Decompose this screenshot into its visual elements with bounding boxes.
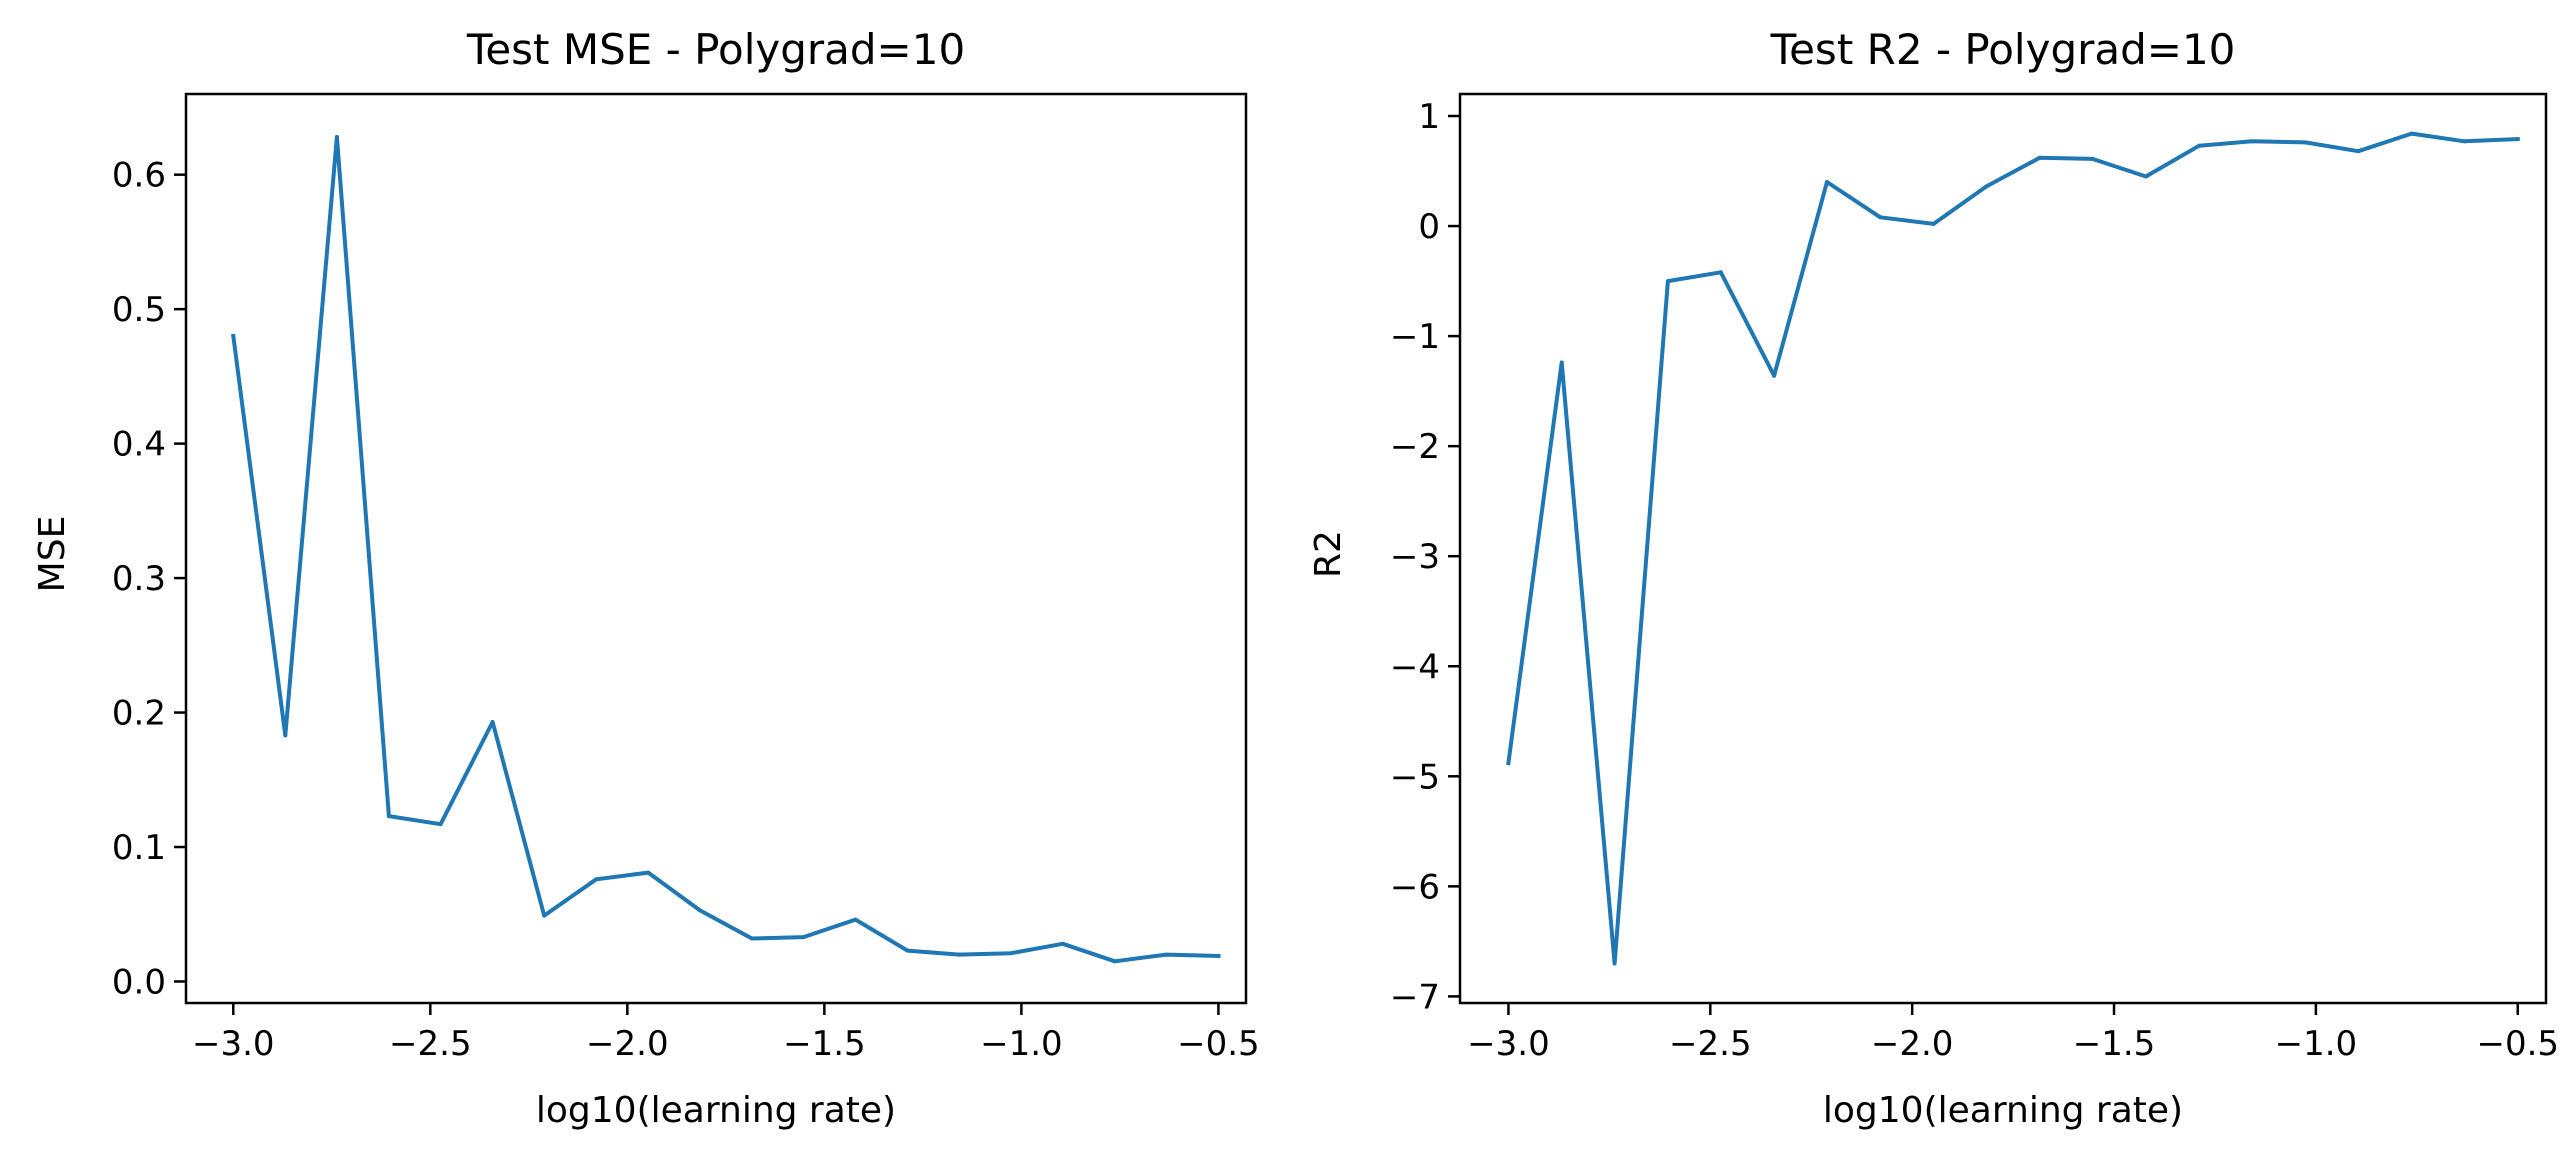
r2-data-point: [1878, 215, 1883, 220]
mse-data-point: [697, 908, 702, 913]
mse-x-tick-label: −2.5: [389, 1024, 472, 1064]
mse-data-point: [957, 952, 962, 957]
mse-data-point: [231, 334, 236, 339]
mse-x-tick-label: −1.5: [783, 1024, 866, 1064]
r2-y-tick-label: −5: [1390, 757, 1440, 797]
mse-data-point: [801, 935, 806, 940]
r2-data-point: [1718, 270, 1723, 275]
r2-data-point: [2515, 137, 2520, 142]
r2-x-tick-label: −2.5: [1669, 1024, 1752, 1064]
r2-data-point: [2037, 155, 2042, 160]
r2-data-point: [1824, 180, 1829, 185]
r2-x-tick-label: −0.5: [2476, 1024, 2559, 1064]
r2-data-point: [2250, 139, 2255, 144]
r2-y-tick-label: −1: [1390, 317, 1440, 357]
r2-data-point: [2197, 143, 2202, 148]
mse-y-tick-label: 0.6: [112, 156, 166, 196]
r2-data-point: [1612, 961, 1617, 966]
mse-data-point: [542, 913, 547, 918]
r2-chart: Test R2 - Polygrad=10 log10(learning rat…: [1308, 25, 2559, 1131]
r2-y-tick-label: −2: [1390, 427, 1440, 467]
r2-data-point: [2090, 156, 2095, 161]
r2-data-point: [1665, 279, 1670, 284]
mse-data-point: [386, 814, 391, 819]
r2-y-tick-label: −6: [1390, 867, 1440, 907]
mse-data-point: [1216, 953, 1221, 958]
r2-x-tick-label: −1.0: [2275, 1024, 2358, 1064]
mse-y-tick-label: 0.0: [112, 962, 166, 1002]
r2-data-point: [2356, 149, 2361, 154]
mse-plot-frame: [184, 92, 1248, 1005]
r2-data-point: [1772, 373, 1777, 378]
r2-data-point: [2462, 139, 2467, 144]
mse-y-tick-label: 0.3: [112, 559, 166, 599]
r2-data-point: [2303, 140, 2308, 145]
mse-x-tick-label: −0.5: [1177, 1024, 1260, 1064]
r2-data-point: [1559, 360, 1564, 365]
r2-data-point: [1984, 184, 1989, 189]
r2-plot-frame: [1458, 92, 2548, 1005]
r2-y-tick-label: 0: [1418, 207, 1440, 247]
r2-x-tick-label: −2.0: [1871, 1024, 1954, 1064]
mse-chart-title: Test MSE - Polygrad=10: [466, 25, 965, 74]
mse-data-point: [334, 135, 339, 140]
mse-data-point: [283, 733, 288, 738]
r2-data-point: [1506, 761, 1511, 766]
r2-x-tick-label: −3.0: [1467, 1024, 1550, 1064]
r2-data-point: [2143, 174, 2148, 179]
mse-y-tick-label: 0.4: [112, 425, 166, 465]
r2-x-axis-label: log10(learning rate): [1823, 1090, 2183, 1131]
mse-data-point: [853, 917, 858, 922]
mse-x-axis-label: log10(learning rate): [536, 1090, 896, 1131]
mse-data-point: [646, 870, 651, 875]
mse-x-tick-label: −2.0: [586, 1024, 669, 1064]
mse-data-point: [438, 822, 443, 827]
r2-y-axis-label: R2: [1308, 530, 1349, 578]
r2-data-point: [2409, 131, 2414, 136]
r2-y-tick-label: 1: [1418, 97, 1440, 137]
r2-x-tick-label: −1.5: [2073, 1024, 2156, 1064]
mse-y-tick-label: 0.2: [112, 694, 166, 734]
mse-data-point: [594, 877, 599, 882]
mse-y-axis-label: MSE: [32, 516, 73, 593]
mse-chart: Test MSE - Polygrad=10 log10(learning ra…: [32, 25, 1260, 1131]
mse-data-point: [1060, 941, 1065, 946]
mse-data-point: [490, 719, 495, 724]
r2-y-tick-label: −4: [1390, 647, 1440, 687]
r2-y-tick-label: −7: [1390, 977, 1440, 1017]
r2-data-point: [1931, 221, 1936, 226]
mse-data-point: [905, 948, 910, 953]
mse-series-line: [231, 135, 1221, 964]
r2-y-tick-label: −3: [1390, 537, 1440, 577]
mse-x-tick-label: −1.0: [980, 1024, 1063, 1064]
mse-data-point: [1112, 959, 1117, 964]
mse-y-tick-label: 0.5: [112, 290, 166, 330]
mse-y-tick-label: 0.1: [112, 828, 166, 868]
mse-data-point: [1164, 952, 1169, 957]
mse-data-point: [1009, 951, 1014, 956]
r2-chart-title: Test R2 - Polygrad=10: [1770, 25, 2236, 74]
mse-x-tick-label: −3.0: [192, 1024, 275, 1064]
r2-series-line: [1506, 131, 2520, 966]
mse-data-point: [749, 936, 754, 941]
